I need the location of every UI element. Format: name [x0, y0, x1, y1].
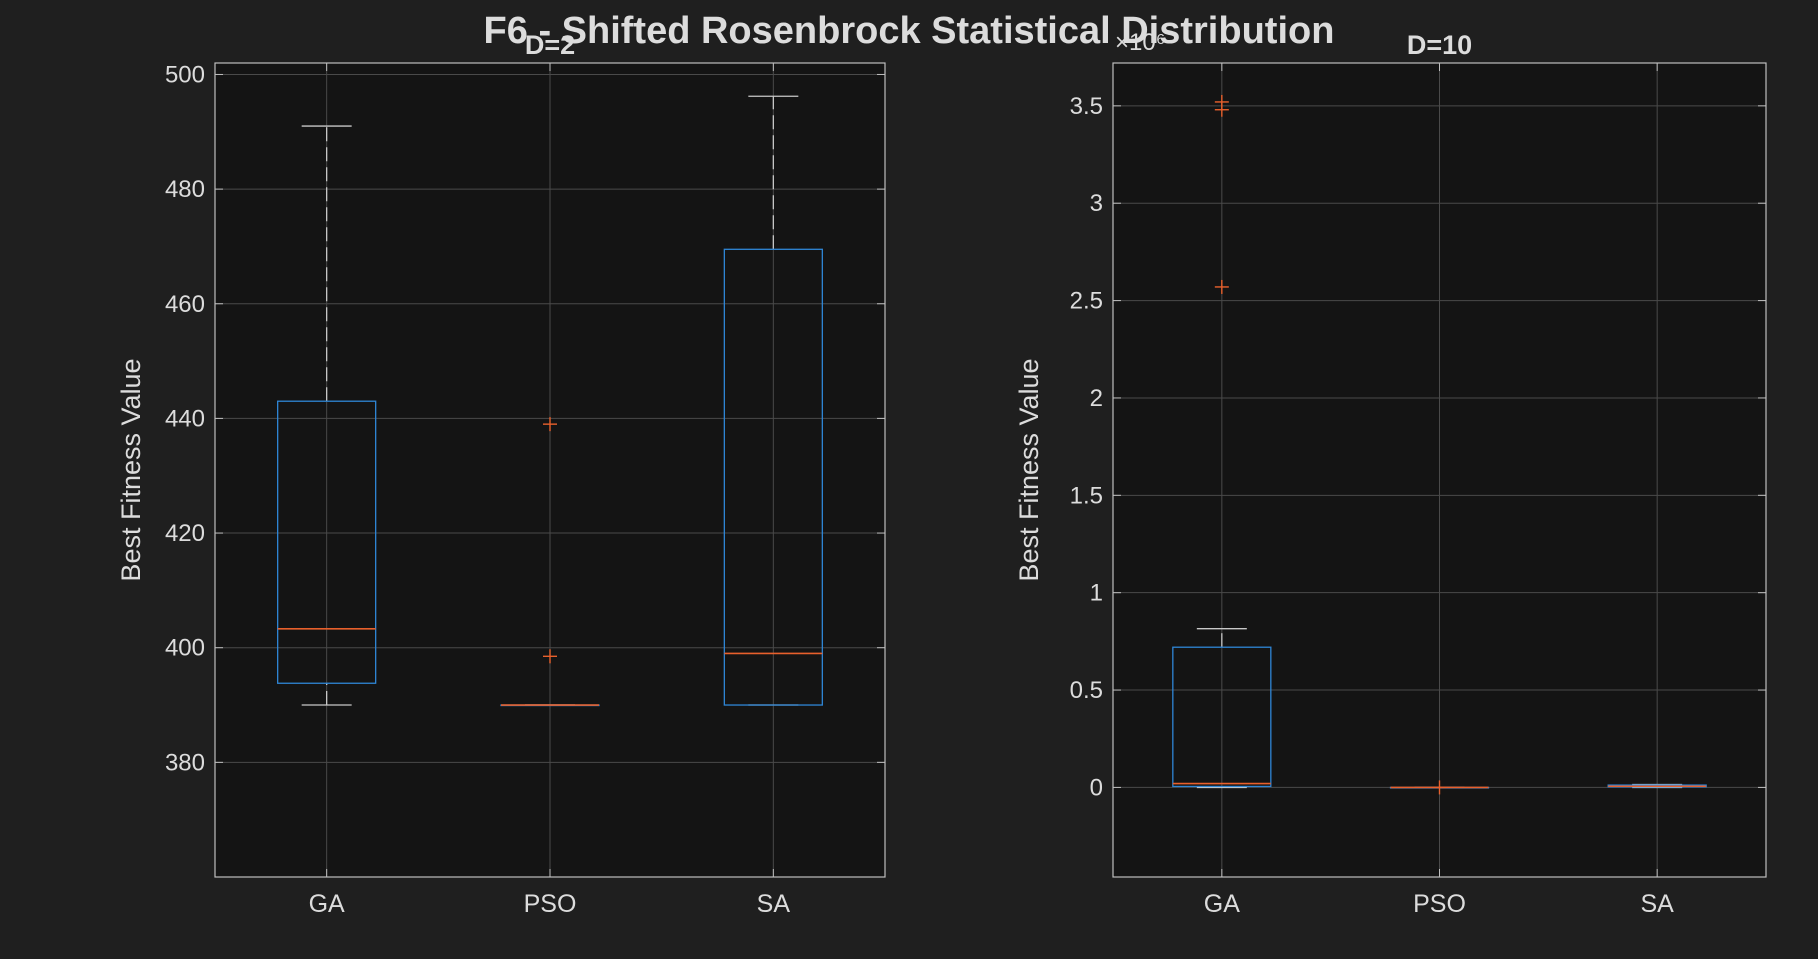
y-tick-label: 420 [165, 520, 205, 547]
y-axis-exponent: ×10⁶ [1115, 29, 1166, 56]
y-axis-label: Best Fitness Value [1014, 358, 1044, 581]
y-tick-label: 400 [165, 635, 205, 662]
outlier-marker [1432, 780, 1447, 795]
box-sa [1607, 783, 1707, 789]
x-tick-label: SA [1640, 890, 1674, 918]
y-tick-label: 380 [165, 749, 205, 776]
x-tick-label: GA [1204, 890, 1240, 918]
x-tick-label: PSO [1413, 890, 1466, 918]
iqr-box [723, 248, 823, 706]
box-sa [723, 95, 823, 706]
y-tick-label: 1 [1090, 580, 1103, 607]
x-tick-label: GA [309, 890, 345, 918]
subplot-1: 380 400 420 440 460 480 500 GA PSO SA D=2 Best Fitn… [116, 30, 886, 918]
y-tick-label: 1.5 [1070, 482, 1103, 509]
y-tick-label: 2 [1090, 385, 1103, 412]
x-tick-label: PSO [524, 890, 577, 918]
y-tick-label: 460 [165, 291, 205, 318]
subplot-2: 0 0.5 1 1.5 2 2.5 3 3.5 GA PSO SA D=10 Best Fitness … [1014, 29, 1767, 918]
figure-title: F6 - Shifted Rosenbrock Statistical Dist… [483, 10, 1335, 52]
x-tick-label: SA [757, 890, 791, 918]
iqr-box [277, 400, 377, 684]
box-pso [500, 417, 600, 707]
outlier-marker [543, 417, 557, 432]
box-ga [277, 125, 377, 706]
subplot-title: D=10 [1407, 30, 1472, 60]
subplot-title: D=2 [525, 30, 575, 60]
y-tick-label: 500 [165, 61, 205, 88]
y-tick-label: 480 [165, 176, 205, 203]
outlier-marker [543, 649, 557, 664]
y-tick-label: 3 [1090, 190, 1103, 217]
y-tick-label: 3.5 [1070, 93, 1103, 120]
y-axis-label: Best Fitness Value [116, 358, 146, 581]
y-tick-label: 0 [1090, 774, 1103, 801]
outlier-marker [1214, 279, 1229, 294]
y-tick-label: 0.5 [1070, 677, 1103, 704]
outlier-marker [1214, 94, 1229, 109]
y-tick-label: 2.5 [1070, 288, 1103, 315]
iqr-box [1172, 646, 1272, 788]
box-pso [1389, 780, 1490, 795]
y-tick-label: 440 [165, 405, 205, 432]
box-ga [1172, 94, 1272, 789]
